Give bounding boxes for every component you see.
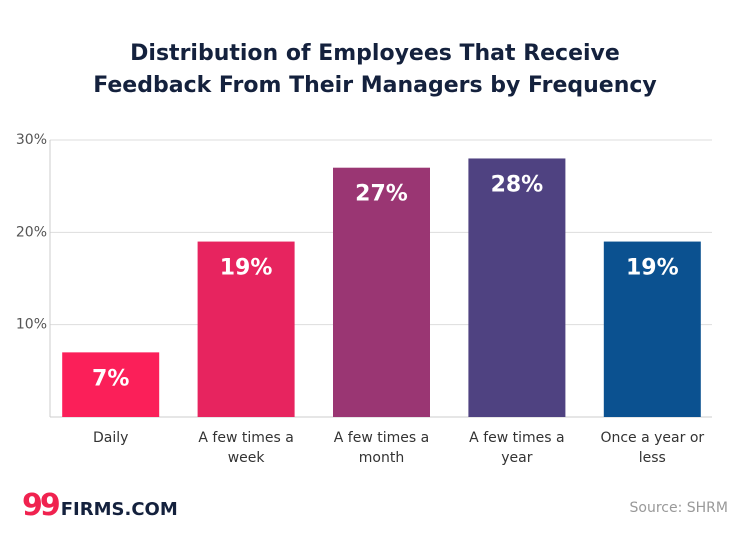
bar	[197, 241, 295, 417]
source: Source: SHRM	[629, 500, 728, 516]
bar	[333, 167, 430, 417]
y-tick-label: 20%	[16, 224, 47, 240]
value-label: 7%	[92, 366, 129, 391]
value-label: 27%	[355, 182, 408, 207]
x-tick-label: Once a year or less	[600, 430, 705, 466]
logo-mark: 99	[22, 488, 61, 523]
y-tick-label: 30%	[16, 132, 47, 148]
value-label: 19%	[220, 256, 273, 281]
x-tick-label: A few times a week	[198, 430, 294, 466]
value-label: 28%	[491, 172, 544, 197]
bar	[468, 158, 566, 417]
x-tick-label: A few times a year	[469, 430, 565, 466]
bar	[603, 241, 701, 417]
x-tick-label: A few times a month	[333, 430, 430, 466]
chart-title: Distribution of Employees That Receive F…	[93, 41, 657, 98]
x-tick-label: Daily	[92, 430, 129, 446]
logo-text: FIRMS.COM	[60, 499, 178, 520]
bar	[62, 352, 160, 417]
y-tick-label: 10%	[16, 317, 47, 333]
value-label: 19%	[626, 256, 679, 281]
logo: 99 FIRMS.COM	[22, 488, 178, 523]
